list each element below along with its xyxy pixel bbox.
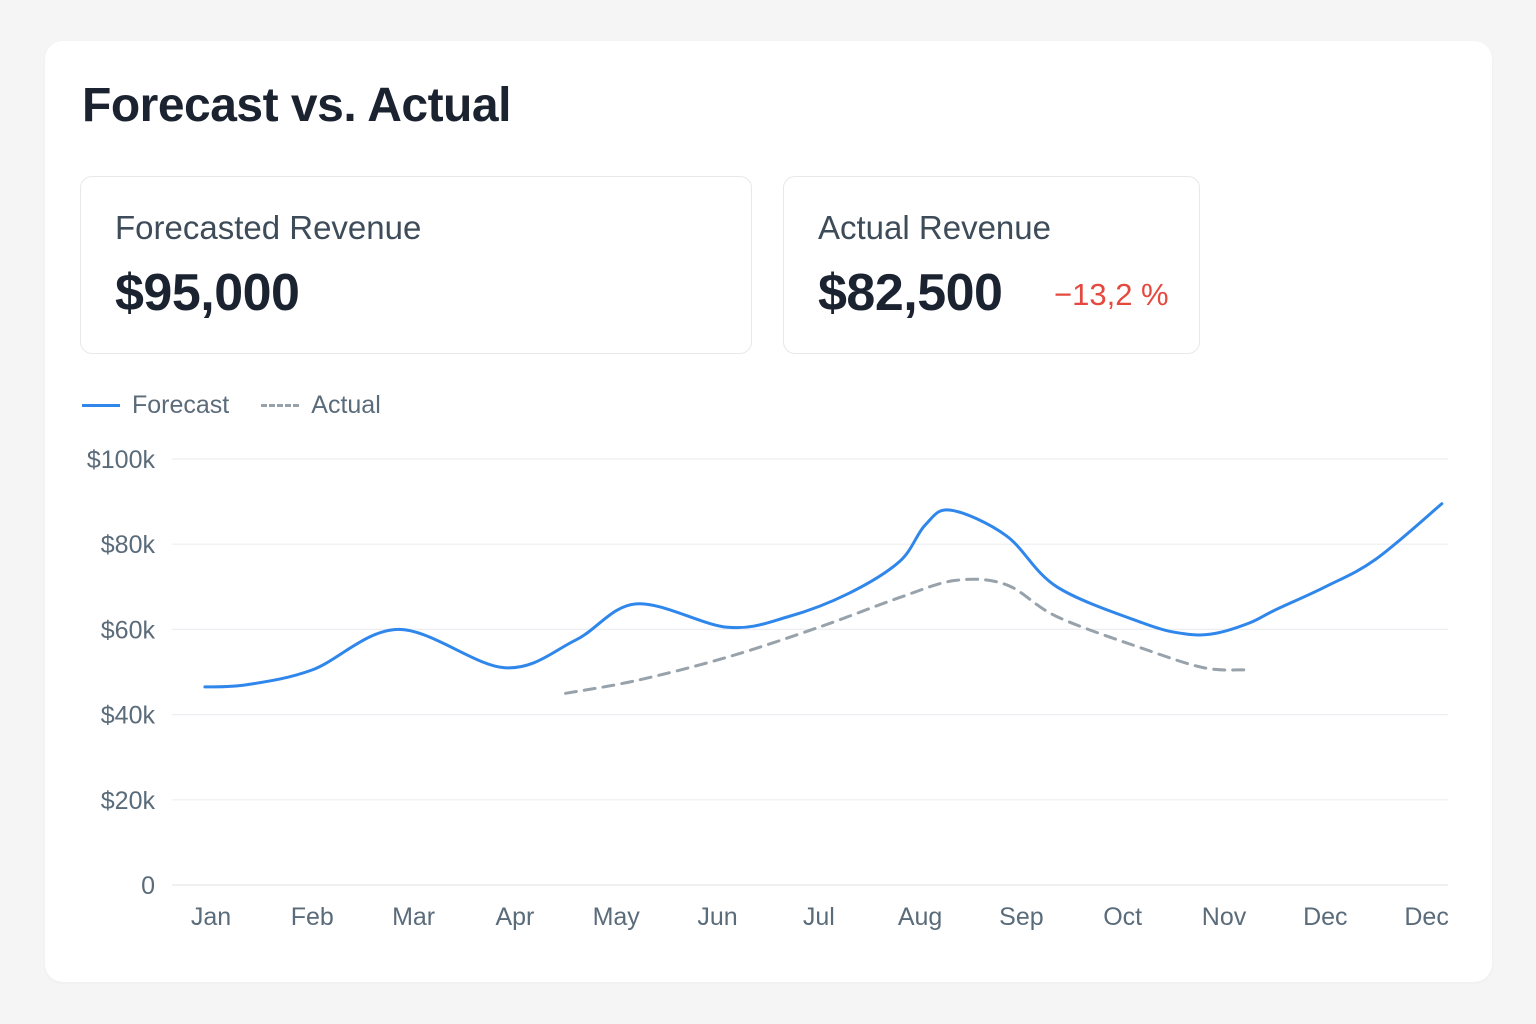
series-line-actual [564, 577, 1246, 695]
forecast-revenue-value: $95,000 [115, 264, 300, 322]
chart-legend: Forecast Actual [82, 388, 413, 422]
y-tick-label: $40k [101, 702, 156, 730]
x-tick-label: Jun [697, 903, 737, 931]
x-tick-label: Aug [898, 903, 942, 931]
forecast-revenue-label: Forecasted Revenue [115, 209, 422, 246]
x-tick-label: Dec [1303, 903, 1347, 931]
y-tick-label: 0 [141, 872, 155, 900]
legend-label-forecast: Forecast [132, 390, 230, 419]
legend-item-actual[interactable]: Actual [261, 390, 381, 420]
x-tick-label: Sep [999, 903, 1043, 931]
actual-revenue-delta: −13,2 % [1054, 277, 1169, 312]
forecast-revenue-card: Forecasted Revenue $95,000 [80, 176, 752, 354]
x-tick-label: Apr [495, 903, 534, 931]
legend-item-forecast[interactable]: Forecast [82, 391, 229, 420]
legend-swatch-forecast [82, 403, 120, 407]
series-line-forecast [203, 502, 1444, 689]
legend-swatch-actual [261, 403, 300, 407]
x-tick-label: Feb [291, 903, 334, 931]
y-tick-label: $100k [87, 446, 156, 474]
x-tick-label: Dec [1404, 903, 1448, 931]
y-tick-label: $80k [101, 531, 156, 559]
page-title: Forecast vs. Actual [82, 79, 511, 132]
x-tick-label: Mar [392, 903, 435, 931]
x-tick-label: Oct [1103, 903, 1142, 931]
actual-revenue-label: Actual Revenue [818, 209, 1051, 246]
actual-revenue-value: $82,500 [818, 264, 1003, 322]
legend-label-actual: Actual [311, 390, 381, 419]
actual-revenue-card: Actual Revenue $82,500 −13,2 % [783, 176, 1200, 354]
x-tick-label: Nov [1202, 903, 1247, 931]
x-tick-label: Jan [191, 903, 231, 931]
y-tick-label: $60k [101, 616, 156, 644]
x-tick-label: Jul [803, 903, 835, 931]
y-tick-label: $20k [101, 787, 156, 815]
x-tick-label: May [593, 903, 641, 931]
